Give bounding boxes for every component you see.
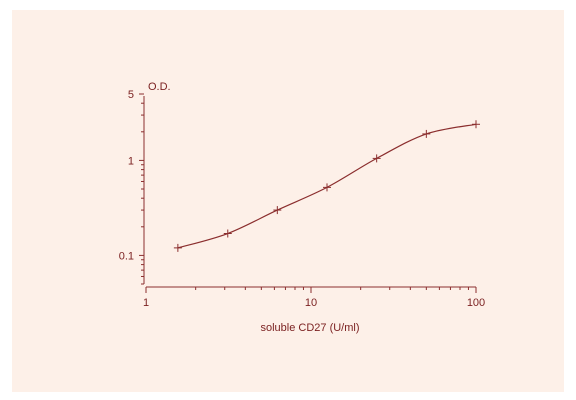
data-point [422,129,431,138]
data-point [372,154,381,163]
data-markers [173,120,480,252]
ticks [139,93,477,293]
y-tick-label: 0.1 [119,250,134,262]
data-point [322,183,331,192]
y-tick-label: 5 [128,89,134,101]
tick-labels: 0.1 1 5 1 10 100 [119,89,485,309]
axes [143,96,476,288]
x-tick-label: 1 [143,297,149,309]
y-axis-label: O.D. [148,81,171,93]
x-tick-label: 10 [305,297,317,309]
chart-panel [12,10,564,392]
data-point [472,120,480,129]
data-point [223,229,232,238]
x-axis-label: soluble CD27 (U/ml) [260,322,359,334]
data-point [173,243,182,252]
x-tick-label: 100 [467,297,485,309]
data-point [273,206,282,215]
y-tick-label: 1 [128,155,134,167]
